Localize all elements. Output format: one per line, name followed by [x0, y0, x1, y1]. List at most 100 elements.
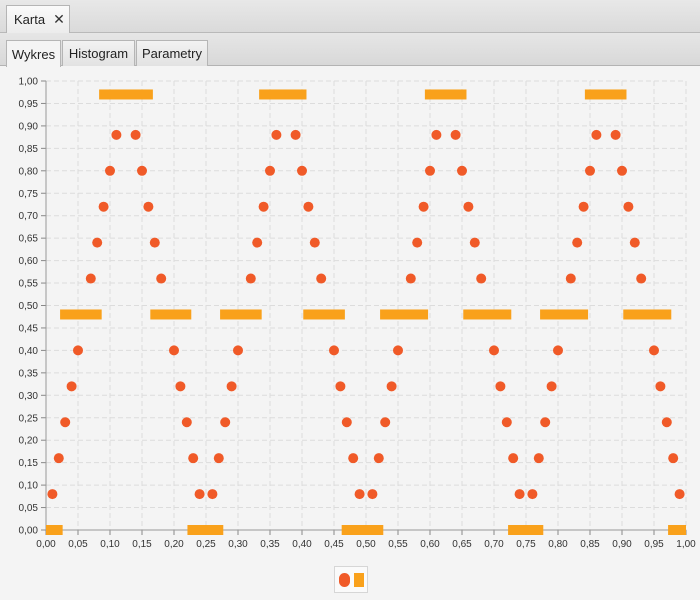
data-point: [85, 273, 96, 284]
data-point: [533, 453, 544, 464]
x-tick-label: 0,90: [612, 539, 632, 550]
data-point: [149, 237, 160, 248]
bar-segment: [380, 309, 429, 320]
data-point: [591, 129, 602, 140]
data-point: [245, 273, 256, 284]
data-point: [469, 237, 480, 248]
data-point: [226, 381, 237, 392]
y-tick-label: 0,15: [19, 458, 39, 469]
x-tick-label: 0,00: [36, 539, 56, 550]
data-point: [476, 273, 487, 284]
data-point: [585, 165, 595, 176]
data-point: [341, 417, 352, 428]
x-tick-label: 0,75: [516, 539, 536, 550]
data-point: [233, 345, 243, 356]
data-point: [629, 237, 640, 248]
data-point: [457, 165, 467, 176]
data-point: [527, 489, 538, 500]
data-point: [546, 381, 557, 392]
data-point: [143, 201, 154, 212]
data-point: [418, 201, 429, 212]
y-tick-label: 0,45: [19, 323, 39, 334]
data-point: [661, 417, 672, 428]
data-point: [514, 489, 525, 500]
data-point: [565, 273, 576, 284]
x-tick-label: 0,40: [292, 539, 312, 550]
data-point: [329, 345, 339, 356]
tab-parametry[interactable]: Parametry: [136, 40, 208, 66]
data-point: [207, 489, 218, 500]
x-tick-label: 0,05: [68, 539, 88, 550]
data-point: [169, 345, 179, 356]
data-point: [130, 129, 141, 140]
data-point: [540, 417, 551, 428]
data-point: [73, 345, 83, 356]
data-point: [316, 273, 327, 284]
x-tick-label: 0,95: [644, 539, 664, 550]
tab-histogram[interactable]: Histogram: [62, 40, 135, 66]
data-point: [175, 381, 186, 392]
tab-karta[interactable]: Karta ✕: [6, 5, 70, 33]
data-point: [393, 345, 403, 356]
data-point: [252, 237, 263, 248]
bar-segment: [46, 525, 63, 535]
y-tick-label: 0,35: [19, 368, 39, 379]
data-point: [508, 453, 519, 464]
bar-segment: [60, 309, 102, 320]
data-point: [501, 417, 512, 428]
y-tick-label: 0,20: [19, 436, 39, 447]
x-tick-label: 0,85: [580, 539, 600, 550]
data-point: [431, 129, 442, 140]
data-point: [668, 453, 679, 464]
bar-segment: [303, 309, 345, 320]
data-point: [303, 201, 314, 212]
chart-legend: [334, 566, 368, 593]
y-tick-label: 0,65: [19, 234, 39, 245]
data-point: [53, 453, 64, 464]
data-point: [425, 165, 435, 176]
data-point: [111, 129, 122, 140]
data-point: [66, 381, 77, 392]
y-tick-label: 0,95: [19, 99, 39, 110]
data-point: [188, 453, 199, 464]
tab-karta-label: Karta: [14, 12, 46, 27]
data-point: [354, 489, 365, 500]
data-point: [258, 201, 269, 212]
x-tick-label: 0,70: [484, 539, 504, 550]
data-point: [405, 273, 416, 284]
data-point: [617, 165, 627, 176]
x-tick-label: 0,45: [324, 539, 344, 550]
bar-segment: [668, 525, 686, 535]
x-tick-label: 0,10: [100, 539, 120, 550]
data-point: [412, 237, 423, 248]
data-point: [463, 201, 474, 212]
data-point: [60, 417, 71, 428]
x-tick-label: 0,25: [196, 539, 216, 550]
bar-segment: [259, 89, 307, 100]
data-point: [367, 489, 378, 500]
data-point: [636, 273, 647, 284]
y-tick-label: 1,00: [19, 77, 39, 88]
bar-segment: [150, 309, 192, 320]
window-tabbar: Karta ✕: [0, 0, 700, 33]
y-tick-label: 0,10: [19, 481, 39, 492]
x-tick-label: 0,15: [132, 539, 152, 550]
data-point: [271, 129, 282, 140]
y-tick-label: 0,85: [19, 144, 39, 155]
data-point: [105, 165, 115, 176]
y-tick-label: 0,00: [19, 526, 39, 537]
data-point: [373, 453, 384, 464]
bar-segment: [623, 309, 672, 320]
data-point: [578, 201, 589, 212]
data-point: [386, 381, 397, 392]
chart-area: 0,00 0,05 0,10 0,15 0,20 0,25 0,30 0,35 0,40 0,45…: [19, 77, 697, 551]
y-tick-label: 0,55: [19, 279, 39, 290]
circle-series-icon: [339, 573, 350, 587]
close-icon[interactable]: ✕: [53, 11, 65, 27]
x-tick-label: 0,80: [548, 539, 568, 550]
x-tick-label: 0,20: [164, 539, 184, 550]
y-tick-label: 0,30: [19, 391, 39, 402]
tab-wykres[interactable]: Wykres: [6, 40, 61, 67]
y-tick-label: 0,25: [19, 413, 39, 424]
y-tick-label: 0,90: [19, 121, 39, 132]
